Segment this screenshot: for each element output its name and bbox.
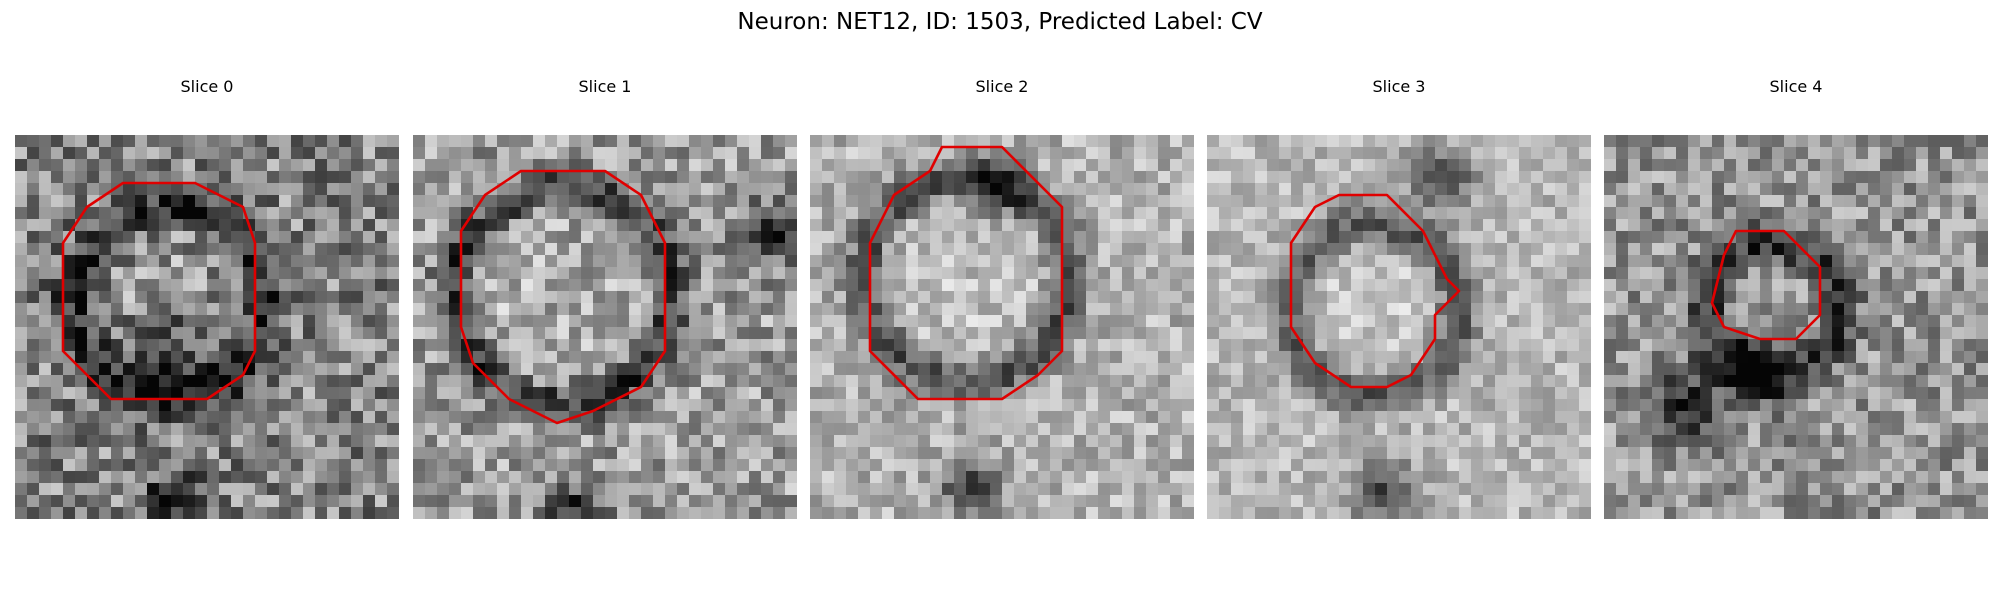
pixel-grid [1207,135,1591,519]
slice-image-2 [810,135,1194,519]
slice-title: Slice 3 [1372,77,1426,96]
segmentation-contour [459,169,667,425]
slice-image-1 [413,135,797,519]
pixel-grid [1604,135,1988,519]
pixel-grid [810,135,1194,519]
figure-title: Neuron: NET12, ID: 1503, Predicted Label… [737,9,1263,35]
slice-image-0 [15,135,399,519]
slice-image-3 [1207,135,1591,519]
slice-title: Slice 4 [1769,77,1823,96]
segmentation-contour [1710,229,1822,341]
slice-title: Slice 1 [578,77,632,96]
slice-title: Slice 2 [975,77,1029,96]
segmentation-contour [868,145,1064,401]
segmentation-contour [61,181,257,401]
slice-image-4 [1604,135,1988,519]
slice-title: Slice 0 [180,77,234,96]
segmentation-contour [1289,193,1461,389]
pixel-grid [413,135,797,519]
pixel-grid [15,135,399,519]
